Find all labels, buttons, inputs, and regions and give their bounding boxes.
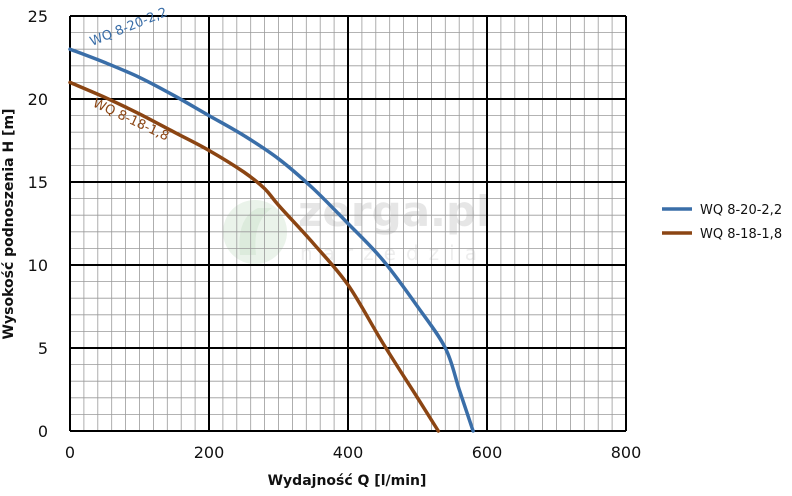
tick-labels: 0 200 400 600 800 0 5 10 15 20 25 <box>28 7 642 462</box>
legend: WQ 8-20-2,2 WQ 8-18-1,8 <box>662 203 782 242</box>
legend-entry-label: WQ 8-20-2,2 <box>700 203 782 218</box>
x-tick-label: 600 <box>472 443 503 462</box>
x-tick-label: 800 <box>611 443 642 462</box>
x-tick-label: 400 <box>333 443 364 462</box>
major-grid <box>69 15 627 432</box>
x-tick-label: 200 <box>194 443 225 462</box>
curves <box>68 47 475 433</box>
y-tick-label: 15 <box>28 173 48 192</box>
curve-label: WQ 8-20-2,2 <box>88 5 170 50</box>
curve-label: WQ 8-18-1,8 <box>90 96 171 144</box>
watermark-main-text: zerga.pl <box>298 187 490 236</box>
y-axis-title: Wysokość podnoszenia H [m] <box>1 109 17 340</box>
y-tick-label: 20 <box>28 90 48 109</box>
y-tick-label: 25 <box>28 7 48 26</box>
y-tick-label: 10 <box>28 256 48 275</box>
x-tick-label: 0 <box>65 443 75 462</box>
y-tick-label: 5 <box>38 339 48 358</box>
x-axis-title: Wydajność Q [l/min] <box>268 473 427 489</box>
legend-entry-label: WQ 8-18-1,8 <box>700 227 782 242</box>
series-line <box>68 47 475 433</box>
y-tick-label: 0 <box>38 422 48 441</box>
series-line <box>68 80 441 433</box>
